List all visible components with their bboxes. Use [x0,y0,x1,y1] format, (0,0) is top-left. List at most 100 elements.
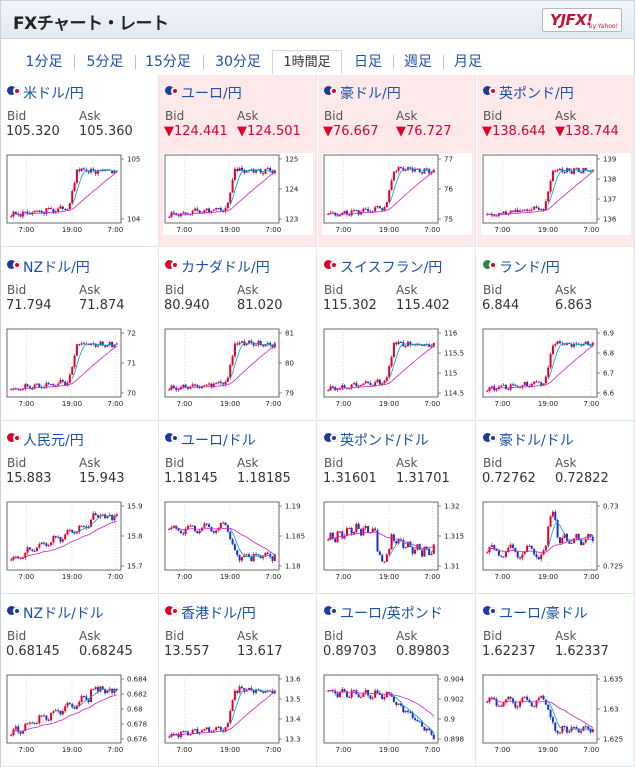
candle-body [61,379,64,382]
candle-body [231,356,234,365]
candle-body [177,528,180,531]
currency-pair-link[interactable]: ユーロ/ドル [181,433,256,449]
rate-card[interactable]: ユーロ/円 Bid Ask ▼124.441 ▼124.501 7:00 19:00 7:00… [159,75,317,247]
currency-pair-link[interactable]: 英ポンド/ドル [340,433,429,449]
tab-2[interactable]: 5分足 [86,54,124,70]
candlestick-chart[interactable]: 7:00 19:00 7:00 1.32 1.315 1.31 [322,500,472,582]
candle-body [33,550,36,552]
rate-card[interactable]: NZドル/ドル Bid Ask 0.68145 0.68245 7:00 19:00 7:00… [1,595,159,767]
currency-pair-link[interactable]: 豪ドル/ドル [499,433,574,449]
candle-body [264,168,267,174]
candle-body [50,384,53,386]
rate-card[interactable]: 米ドル/円 Bid Ask 105.320 105.360 7:00 19:00 7:00 10… [1,75,159,247]
bid-label: Bid [324,283,344,297]
tab-4[interactable]: 30分足 [215,54,261,70]
y-tick-label: 6.6 [603,390,615,398]
candle-body [523,551,526,555]
y-tick-label: 138 [603,176,616,184]
currency-pair-link[interactable]: ユーロ/円 [181,86,242,102]
candle-body [14,556,17,558]
ma-long-line [168,345,276,390]
tab-5[interactable]: 1時間足 [272,50,342,74]
candlestick-chart[interactable]: 7:00 19:00 7:00 1.19 1.185 1.18 [163,500,313,582]
tab-1[interactable]: 1分足 [25,54,63,70]
candlestick-chart[interactable]: 7:00 19:00 7:00 81 80 79 [163,327,313,409]
currency-pair-link[interactable]: 米ドル/円 [23,86,84,102]
candlestick-chart[interactable]: 7:00 19:00 7:00 0.904 0.902 0.9 0.898 [322,673,472,755]
candle-body [392,171,395,181]
candle-body [348,697,351,699]
candlestick-chart[interactable]: 7:00 19:00 7:00 6.9 6.8 6.7 6.6 [481,327,631,409]
candle-body [537,556,540,560]
rate-card[interactable]: 英ポンド/ドル Bid Ask 1.31601 1.31701 7:00 19:00 7:00… [318,422,476,594]
y-tick-label: 114.5 [444,390,464,398]
currency-pair-link[interactable]: 豪ドル/円 [340,86,401,102]
ask-value: ▼76.727 [396,124,452,139]
candle-body [38,383,41,388]
candlestick-chart[interactable]: 7:00 19:00 7:00 13.6 13.5 13.4 13.3 [163,673,313,755]
rate-card[interactable]: 人民元/円 Bid Ask 15.883 15.943 7:00 19:00 7:00 15.9… [1,422,159,594]
candle-body [353,690,355,692]
currency-pair-link[interactable]: ユーロ/英ポンド [340,606,443,622]
candle-body [360,529,363,536]
candle-body [547,367,550,377]
x-tick-label: 19:00 [62,573,82,581]
tab-3[interactable]: 15分足 [145,54,191,70]
candlestick-chart[interactable]: 7:00 19:00 7:00 1.635 1.63 1.625 [481,673,631,755]
bid-label: Bid [324,629,344,643]
rate-card[interactable]: カナダドル/円 Bid Ask 80.940 81.020 7:00 19:00 7:00 81… [159,249,317,421]
candle-body [115,170,118,172]
candlestick-chart[interactable]: 7:00 19:00 7:00 15.9 15.8 15.7 [5,500,155,582]
candlestick-chart[interactable]: 7:00 19:00 7:00 105 104 [5,153,155,235]
candle-body [75,532,78,534]
rate-card[interactable]: ユーロ/英ポンド Bid Ask 0.89703 0.89803 7:00 19:00 7:0… [318,595,476,767]
candlestick-chart[interactable]: 7:00 19:00 7:00 0.73 0.725 [481,500,631,582]
candle-body [10,734,13,736]
rate-card[interactable]: ユーロ/ドル Bid Ask 1.18145 1.18185 7:00 19:00 7:00 1… [159,422,317,594]
tab-8[interactable]: 月足 [454,54,482,70]
currency-pair-link[interactable]: 人民元/円 [23,433,84,449]
candlestick-chart[interactable]: 7:00 19:00 7:00 72 71 70 [5,327,155,409]
candlestick-chart[interactable]: 7:00 19:00 7:00 0.684 0.682 0.68 0.678 0.676 [5,673,155,755]
rate-card[interactable]: 豪ドル/円 Bid Ask ▼76.667 ▼76.727 7:00 19:00 7:00 77… [318,75,476,247]
rate-card[interactable]: ユーロ/豪ドル Bid Ask 1.62237 1.62337 7:00 19:00 7:00… [477,595,635,767]
candle-body [512,698,514,703]
currency-pair-link[interactable]: 香港ドル/円 [181,606,256,622]
bid-value: 15.883 [6,471,52,486]
candle-body [554,511,557,521]
candle-body [428,548,431,555]
rate-card[interactable]: スイスフラン/円 Bid Ask 115.302 115.402 7:00 19:00 7:0… [318,249,476,421]
rate-card[interactable]: 英ポンド/円 Bid Ask ▼138.644 ▼138.744 7:00 19:00 7:0… [477,75,635,247]
candle-body [262,691,265,693]
candle-body [240,167,243,171]
currency-pair-link[interactable]: NZドル/ドル [23,606,104,622]
candle-body [52,209,55,213]
currency-pair-link[interactable]: ユーロ/豪ドル [499,606,588,622]
candle-body [64,534,67,540]
candle-body [50,542,53,546]
flag-au [491,609,495,613]
currency-pair-link[interactable]: 英ポンド/円 [499,86,574,102]
currency-pair-link[interactable]: ランド/円 [499,260,560,276]
currency-pair-link[interactable]: スイスフラン/円 [340,260,443,276]
rate-card[interactable]: NZドル/円 Bid Ask 71.794 71.874 7:00 19:00 7:00 72 7… [1,249,159,421]
yjfx-logo[interactable]: YJFX! by Yahoo! [542,8,622,32]
currency-pair-link[interactable]: カナダドル/円 [181,260,270,276]
candle-body [329,690,332,692]
candlestick-chart[interactable]: 7:00 19:00 7:00 116 115.5 115 114.5 [322,327,472,409]
ma-long-line [487,171,594,216]
candle-body [526,696,529,700]
bid-label: Bid [165,629,185,643]
y-tick-label: 105 [127,156,140,164]
rate-card[interactable]: 香港ドル/円 Bid Ask 13.557 13.617 7:00 19:00 7:00 13.… [159,595,317,767]
bid-label: Bid [7,109,27,123]
tab-6[interactable]: 日足 [354,54,382,70]
candlestick-chart[interactable]: 7:00 19:00 7:00 77 76 75 [322,153,472,235]
rate-card[interactable]: ランド/円 Bid Ask 6.844 6.863 7:00 19:00 7:00 6.9 6.8… [477,249,635,421]
candlestick-chart[interactable]: 7:00 19:00 7:00 125 124 123 [163,153,313,235]
rate-card[interactable]: 豪ドル/ドル Bid Ask 0.72762 0.72822 7:00 19:00 7:00 0… [477,422,635,594]
tab-7[interactable]: 週足 [404,54,432,70]
candle-body [395,540,398,544]
currency-pair-link[interactable]: NZドル/円 [23,260,90,276]
candlestick-chart[interactable]: 7:00 19:00 7:00 139 138 137 136 [481,153,631,235]
